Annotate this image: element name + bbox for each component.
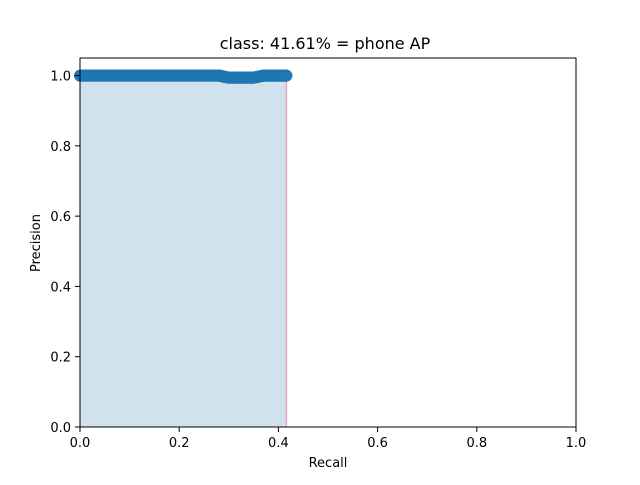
pr-curve-point [280, 69, 293, 82]
y-tick-label: 0.6 [50, 210, 71, 225]
x-tick-label: 1.0 [566, 436, 587, 451]
y-tick-label: 1.0 [50, 70, 71, 85]
plot-layer [74, 69, 293, 428]
y-tick-label: 0.2 [50, 351, 71, 366]
x-tick-label: 0.0 [70, 436, 91, 451]
y-tick-label: 0.0 [50, 421, 71, 436]
x-axis-label: Recall [309, 456, 348, 471]
area-fill [80, 75, 287, 428]
x-tick-label: 0.6 [367, 436, 388, 451]
plot-frame [79, 57, 577, 428]
chart-title: class: 41.61% = phone AP [220, 34, 431, 53]
y-tick-label: 0.4 [50, 280, 71, 295]
x-tick-label: 0.8 [466, 436, 487, 451]
axes-layer: 0.0 0.2 0.4 0.6 0.8 1.0 0.0 0.2 0.4 0.6 0.8 1.0 [50, 57, 587, 451]
y-axis-label: Precision [29, 214, 44, 272]
x-tick-label: 0.4 [268, 436, 289, 451]
x-tick-label: 0.2 [169, 436, 190, 451]
y-tick-label: 0.8 [50, 140, 71, 155]
